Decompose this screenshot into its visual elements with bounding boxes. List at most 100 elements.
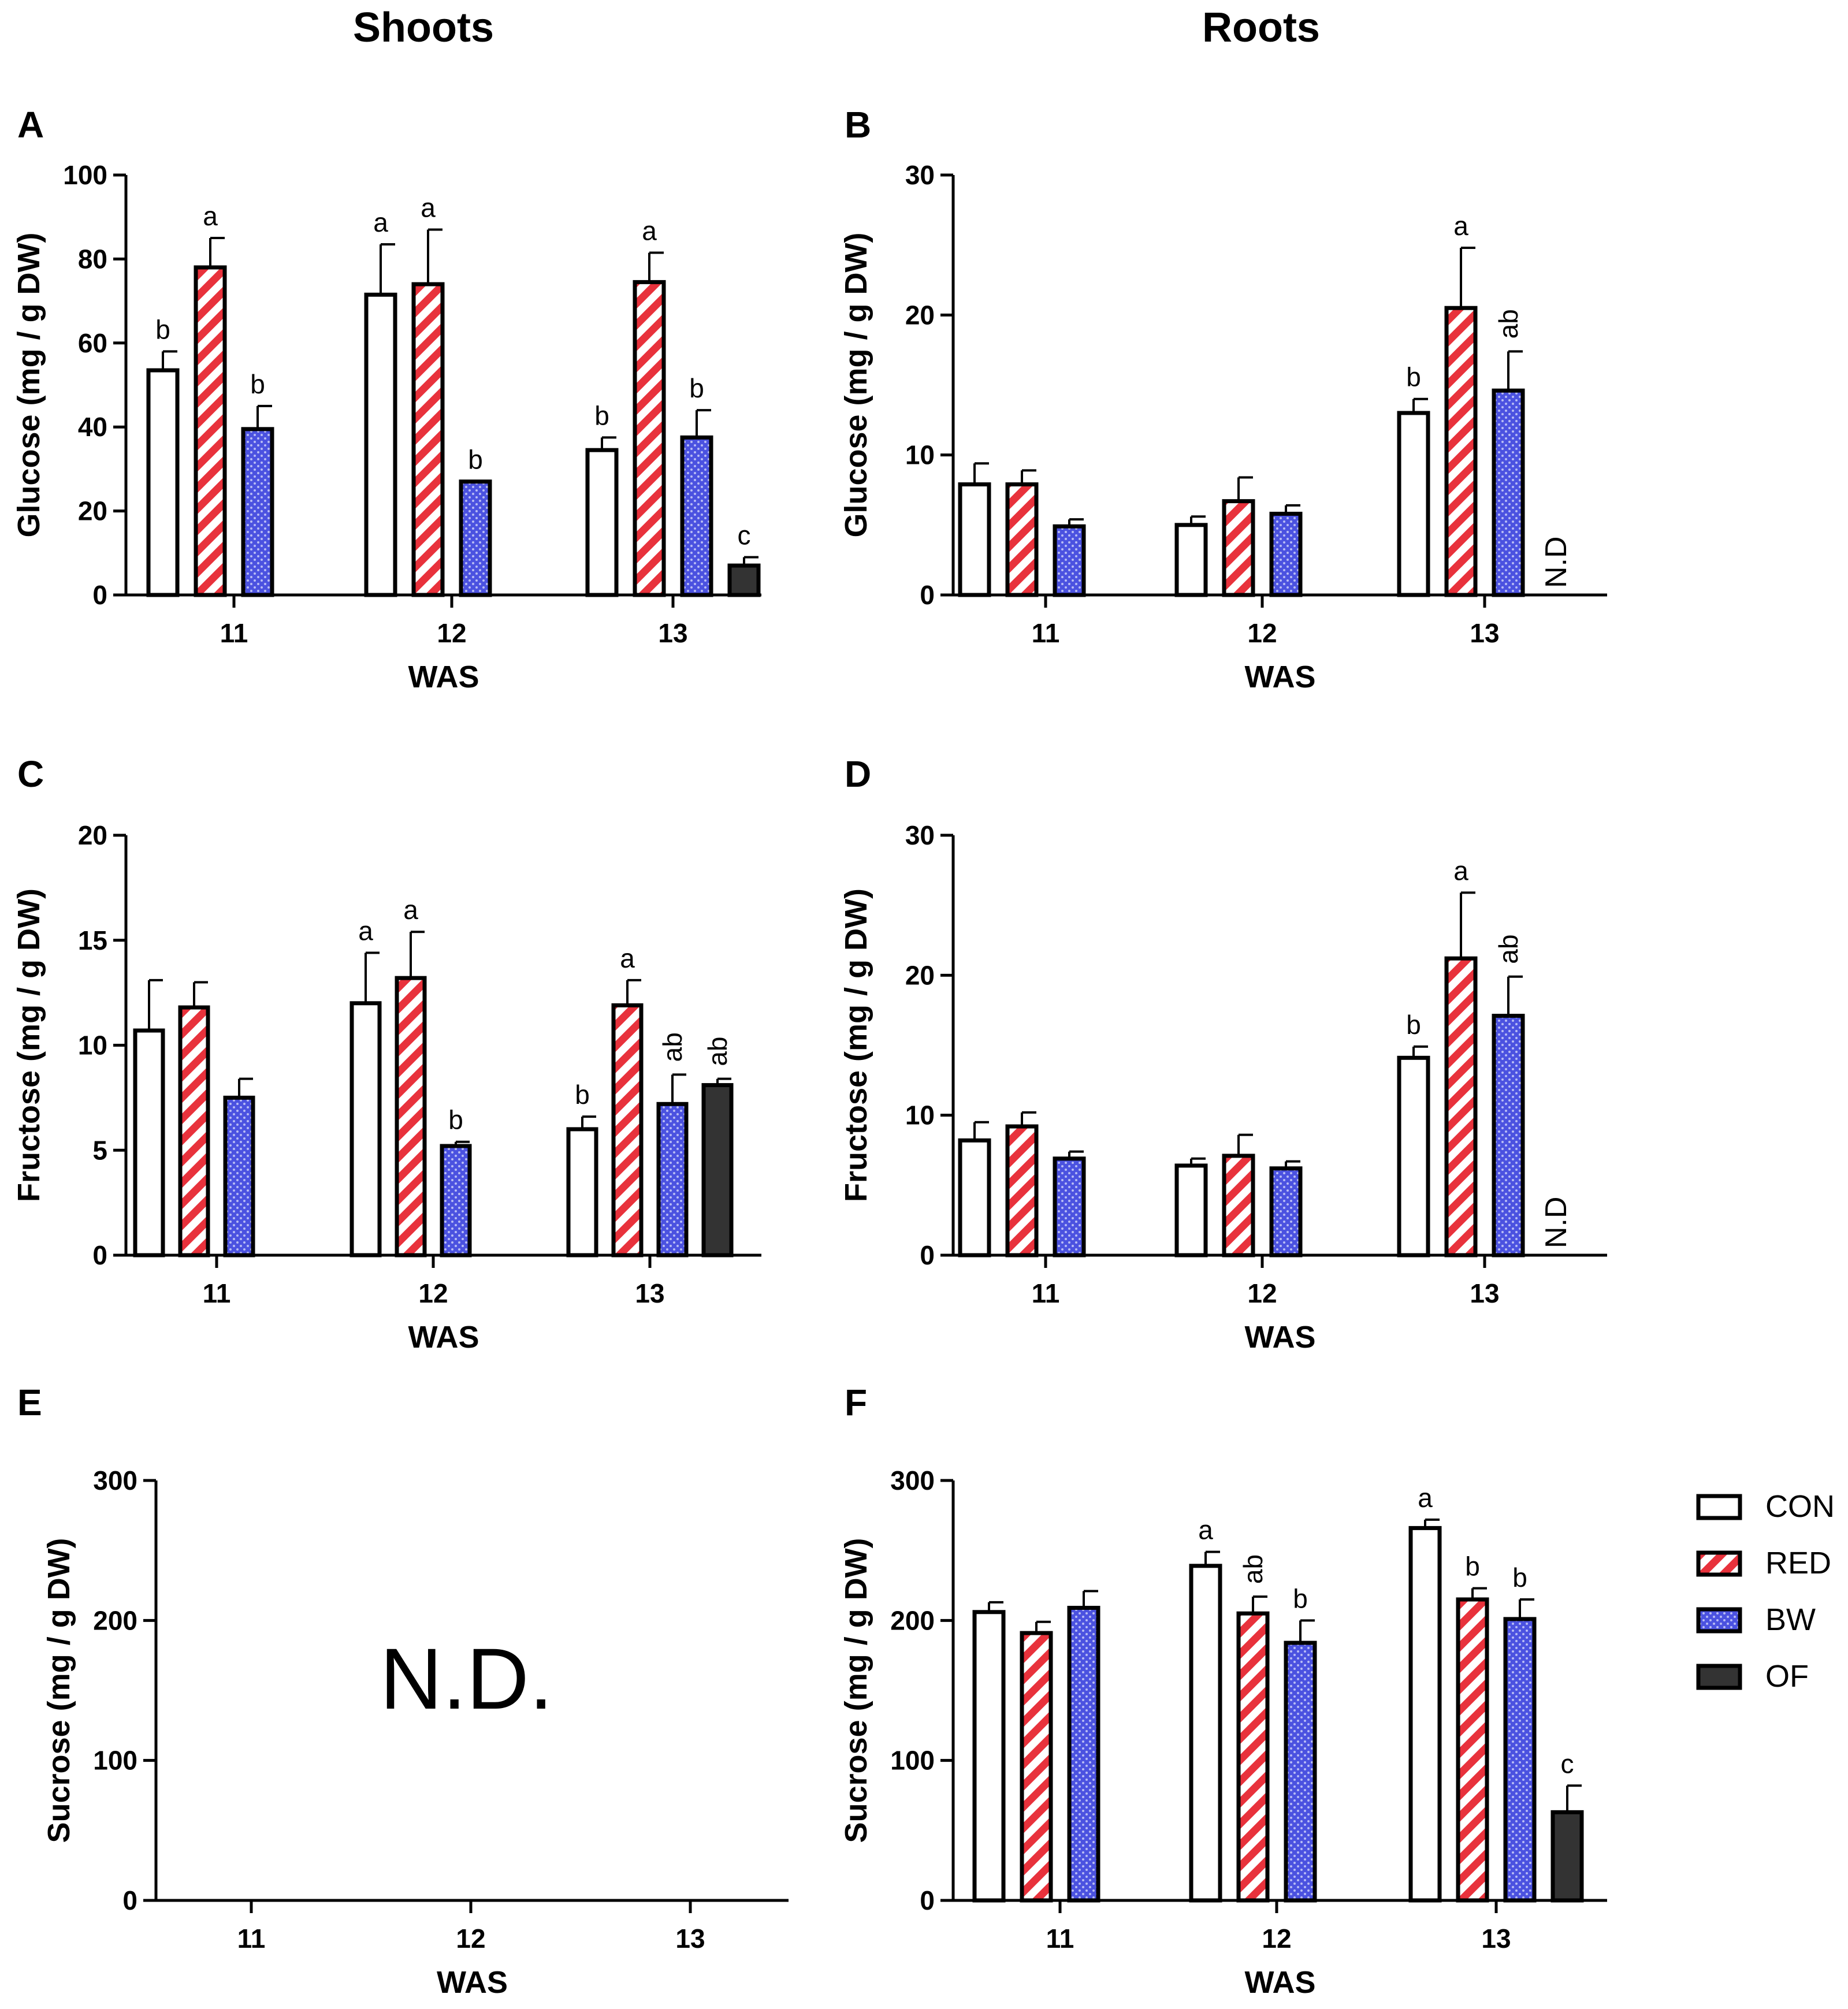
y-axis-title: Sucrose (mg / g DW)	[839, 1538, 873, 1843]
bar-con-12	[1174, 523, 1208, 597]
significance-label: c	[738, 520, 751, 550]
significance-label: a	[620, 943, 635, 973]
significance-label: ab	[1493, 935, 1523, 964]
y-tick-label: 300	[93, 1465, 137, 1495]
y-tick-label: 10	[905, 1100, 935, 1130]
legend-swatch-red	[1696, 1550, 1742, 1577]
y-tick-label: 15	[78, 925, 107, 955]
bar-bw-11	[1053, 1156, 1086, 1258]
x-tick-label: 13	[1470, 618, 1499, 648]
significance-label: b	[1406, 1010, 1421, 1040]
significance-label: a	[1198, 1515, 1213, 1545]
not-detected-label: N.D.	[380, 1630, 553, 1727]
significance-label: b	[468, 445, 483, 475]
y-tick-label: 10	[78, 1030, 107, 1061]
significance-label: a	[1453, 211, 1468, 241]
significance-label: ab	[657, 1032, 687, 1062]
y-tick-label: 0	[920, 1240, 935, 1270]
y-tick-label: 20	[78, 496, 107, 526]
bar-con-12	[1174, 1163, 1208, 1258]
y-tick-label: 30	[905, 160, 935, 190]
legend: CON RED BW OF	[1696, 1489, 1835, 1694]
y-tick-label: 0	[920, 580, 935, 610]
y-tick-label: 60	[78, 328, 107, 358]
y-tick-label: 0	[920, 1885, 935, 1915]
y-tick-label: 10	[905, 440, 935, 470]
legend-label-red: RED	[1765, 1546, 1831, 1580]
bar-con-13	[1408, 1526, 1442, 1903]
bar-con-11	[146, 368, 180, 597]
bar-red-11	[1005, 482, 1039, 597]
bar-bw-12	[1269, 1166, 1303, 1258]
significance-label: c	[1561, 1748, 1574, 1779]
panel-letter: F	[845, 1382, 867, 1423]
legend-label-con: CON	[1765, 1489, 1835, 1524]
y-axis-title: Fructose (mg / g DW)	[12, 888, 46, 1202]
bar-con-13	[1397, 1055, 1430, 1258]
panel-e: E 0 100 200 300 11 12 13 WAS Sucrose (mg / g DW) N…	[17, 1382, 789, 2000]
significance-label: a	[1453, 855, 1468, 886]
bar-red-11	[1005, 1124, 1039, 1258]
y-tick-label: 5	[92, 1135, 107, 1165]
bar-con-12	[1189, 1564, 1222, 1903]
significance-label: ab	[1238, 1554, 1268, 1584]
bar-con-12	[364, 292, 397, 597]
y-tick-label: 30	[905, 820, 935, 850]
bar-red-13	[611, 1003, 644, 1258]
y-tick-label: 200	[890, 1605, 935, 1635]
bar-con-11	[133, 1028, 165, 1258]
y-tick-label: 200	[93, 1605, 137, 1635]
significance-label: a	[373, 207, 388, 237]
y-tick-label: 100	[890, 1746, 935, 1776]
y-tick-label: 100	[63, 160, 107, 190]
significance-label: b	[1512, 1562, 1527, 1593]
bar-of-13	[727, 563, 761, 597]
x-tick-label: 11	[1032, 618, 1060, 648]
panel-d: D 0 10 20 30 11 12 13 WAS Fructose (mg / g DW) b a a…	[839, 753, 1607, 1355]
x-axis-title: WAS	[437, 1965, 508, 2000]
bar-bw-12	[440, 1144, 472, 1258]
panel-letter: B	[845, 104, 871, 146]
bar-red-12	[395, 976, 427, 1258]
column-heading-shoots: Shoots	[353, 5, 494, 51]
x-tick-label: 11	[1032, 1278, 1060, 1308]
bar-con-13	[1397, 411, 1430, 597]
y-tick-label: 0	[92, 1240, 107, 1270]
bar-red-12	[1222, 1154, 1255, 1258]
x-tick-label: 12	[456, 1924, 485, 1954]
significance-label: b	[1293, 1583, 1308, 1613]
y-tick-label: 40	[78, 412, 107, 442]
legend-swatch-bw	[1696, 1607, 1742, 1634]
significance-label: a	[203, 201, 218, 231]
x-tick-label: 12	[418, 1278, 448, 1308]
bar-red-13	[633, 280, 666, 597]
not-detected-label: N.D	[1540, 536, 1573, 588]
y-tick-label: 20	[78, 820, 107, 850]
x-tick-label: 11	[220, 618, 248, 648]
bar-bw-12	[1269, 511, 1303, 597]
y-axis-title: Sucrose (mg / g DW)	[42, 1538, 76, 1843]
y-tick-label: 20	[905, 960, 935, 990]
y-tick-label: 300	[890, 1465, 935, 1495]
column-heading-roots: Roots	[1202, 5, 1320, 51]
bar-of-13	[701, 1083, 734, 1258]
x-axis-title: WAS	[1244, 1320, 1315, 1355]
significance-label: ab	[702, 1036, 732, 1066]
significance-label: b	[575, 1080, 590, 1110]
panel-b: B 0 10 20 30 11 12 13 WAS Glucose (mg / g DW) b a ab…	[839, 104, 1607, 694]
x-tick-label: 12	[1262, 1924, 1291, 1954]
x-axis-title: WAS	[1244, 660, 1315, 694]
bar-bw-11	[241, 427, 274, 597]
significance-label: a	[642, 215, 657, 245]
y-tick-label: 0	[122, 1885, 137, 1915]
bar-of-13	[1550, 1810, 1584, 1903]
x-tick-label: 11	[1046, 1924, 1074, 1954]
bar-con-13	[566, 1127, 598, 1258]
panel-letter: C	[17, 753, 44, 795]
bar-red-13	[1444, 306, 1478, 597]
not-detected-label: N.D	[1540, 1196, 1573, 1248]
bar-red-12	[1222, 499, 1255, 597]
panel-letter: D	[845, 753, 871, 795]
